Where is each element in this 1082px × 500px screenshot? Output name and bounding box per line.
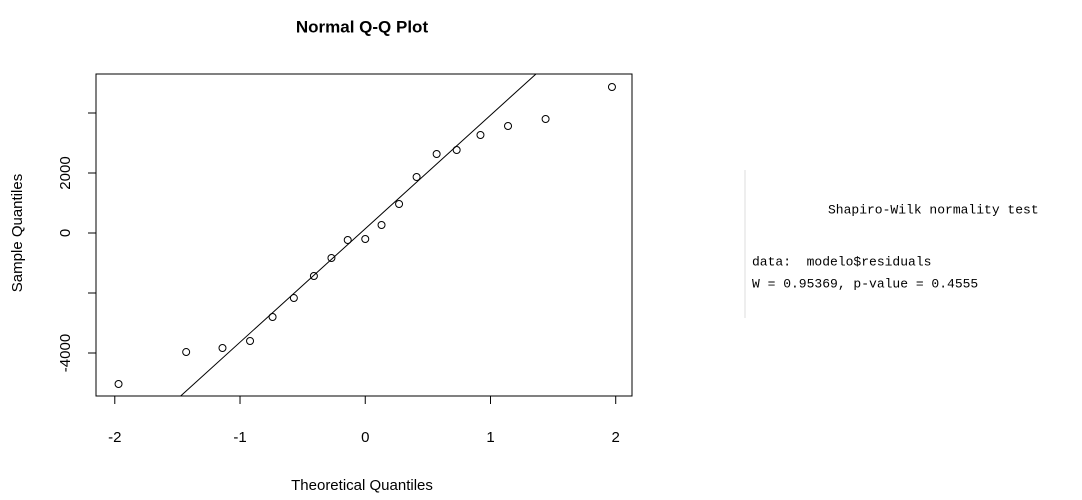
y-axis-label: Sample Quantiles — [9, 174, 26, 292]
point — [289, 294, 298, 303]
x-tick-label: -1 — [233, 429, 246, 446]
point — [327, 253, 336, 262]
console-title: Shapiro-Wilk normality test — [828, 202, 1039, 217]
point — [607, 82, 616, 91]
point — [395, 199, 404, 208]
chart-title: Normal Q-Q Plot — [296, 17, 429, 36]
point — [504, 121, 513, 130]
point — [182, 348, 191, 357]
plot-box — [95, 73, 633, 397]
x-tick-label: -2 — [108, 429, 121, 446]
x-tick-label: 2 — [612, 429, 620, 446]
x-tick-label: 1 — [486, 429, 494, 446]
point — [309, 271, 318, 280]
x-axis-label: Theoretical Quantiles — [291, 477, 433, 494]
console-line: W = 0.95369, p-value = 0.4555 — [752, 276, 978, 291]
point — [541, 115, 550, 124]
point — [361, 235, 370, 244]
point — [246, 337, 255, 346]
point — [432, 150, 441, 159]
x-tick-label: 0 — [361, 429, 369, 446]
y-tick-label: -4000 — [57, 334, 74, 372]
point — [377, 220, 386, 229]
point — [412, 172, 421, 181]
qq-line — [180, 73, 537, 397]
y-tick-label: 0 — [57, 229, 74, 237]
point — [476, 130, 485, 139]
point — [114, 379, 123, 388]
point — [343, 235, 352, 244]
point — [452, 145, 461, 154]
point — [268, 313, 277, 322]
console-line: data: modelo$residuals — [752, 254, 931, 269]
point — [218, 343, 227, 352]
y-tick-label: 2000 — [57, 156, 74, 189]
